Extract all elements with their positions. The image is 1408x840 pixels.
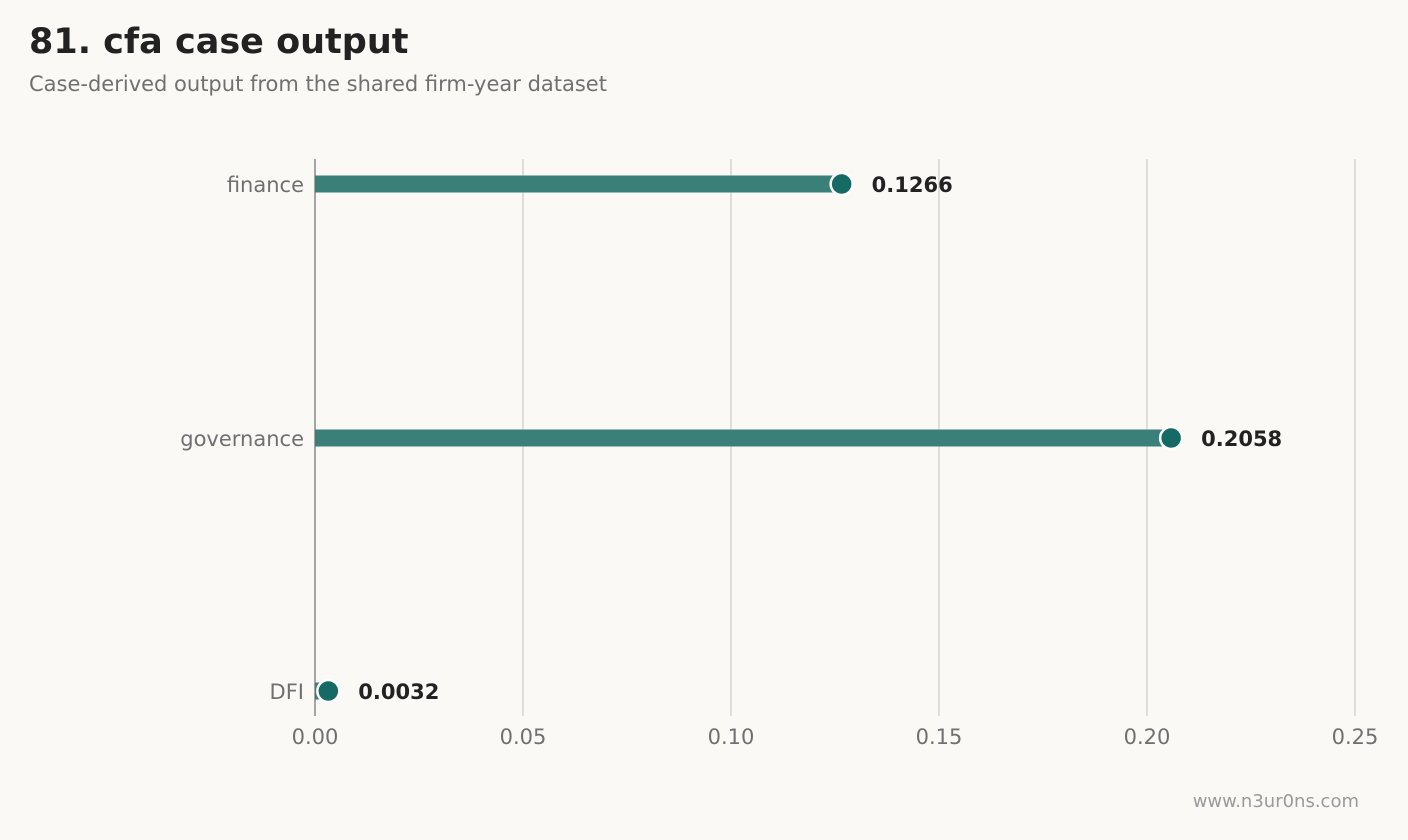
data-label: 0.2058 xyxy=(1201,427,1282,451)
y-tick-label: finance xyxy=(227,173,304,197)
x-tick-label: 0.10 xyxy=(708,725,755,749)
watermark: www.n3ur0ns.com xyxy=(1192,791,1359,812)
x-tick-label: 0.20 xyxy=(1124,725,1171,749)
y-tick-label: DFI xyxy=(270,680,304,704)
x-tick-label: 0.25 xyxy=(1332,725,1379,749)
bar-end-dot xyxy=(1158,425,1184,451)
data-label: 0.1266 xyxy=(872,173,953,197)
bar-end-dot xyxy=(316,678,341,704)
x-tick-label: 0.15 xyxy=(916,725,963,749)
chart-title: 81. cfa case output xyxy=(29,22,409,62)
labels: 0.00 0.05 0.10 0.15 0.20 0.25 finance 0.1266 gov… xyxy=(180,173,1378,749)
bar-end-dot xyxy=(829,171,854,197)
bars xyxy=(315,171,1184,704)
data-label: 0.0032 xyxy=(358,680,439,704)
y-tick-label: governance xyxy=(180,427,304,451)
x-tick-label: 0.05 xyxy=(500,725,547,749)
x-tick-label: 0.00 xyxy=(292,725,339,749)
chart-subtitle: Case-derived output from the shared firm… xyxy=(29,72,607,96)
